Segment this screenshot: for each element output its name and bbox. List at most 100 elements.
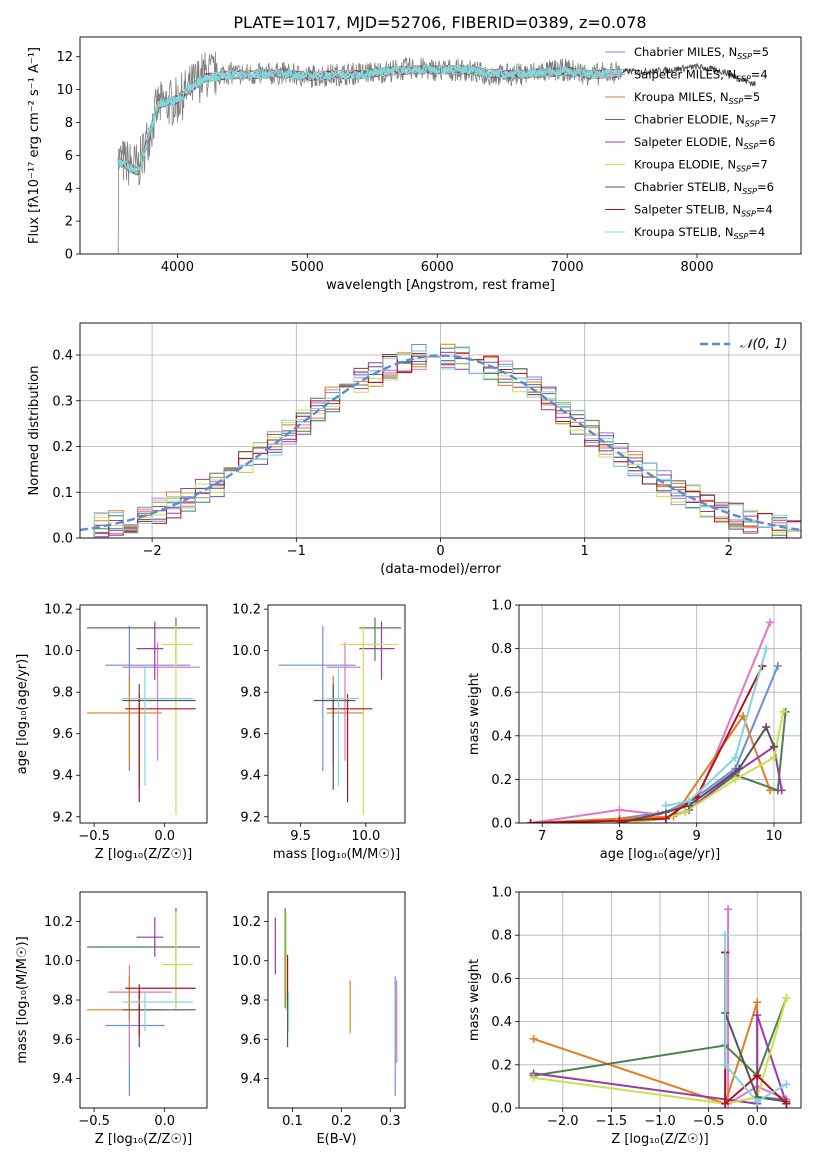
y-tick-label: 9.8 xyxy=(52,686,73,701)
weight-line xyxy=(619,724,775,823)
weight-marker xyxy=(615,805,624,814)
y-tick-label: 0.8 xyxy=(491,642,512,657)
spectrum-plot-area xyxy=(117,51,756,254)
x-tick-label: −0.5 xyxy=(78,829,110,844)
weight-marker xyxy=(782,1099,791,1108)
y-tick-label: 9.4 xyxy=(240,1072,261,1087)
weight-marker xyxy=(779,707,788,716)
axes-frame xyxy=(79,322,802,539)
x-tick-label: 10.0 xyxy=(351,829,380,844)
y-axis-label: Flux [fλ10⁻¹⁷ erg cm⁻² s⁻¹ A⁻¹] xyxy=(27,47,42,244)
legend-label: Salpeter ELODIE, NSSP=6 xyxy=(634,135,775,151)
weight-line xyxy=(533,997,788,1105)
y-axis-label: mass weight xyxy=(467,959,482,1041)
axes-frame xyxy=(518,891,802,1109)
x-tick-label: 8000 xyxy=(681,260,714,275)
x-tick-label: 4000 xyxy=(161,260,194,275)
weight-marker xyxy=(762,644,771,653)
legend-label: 𝒩(0, 1) xyxy=(740,337,787,352)
y-tick-label: 0 xyxy=(65,248,73,263)
x-axis-label: mass [log₁₀(M/M☉)] xyxy=(273,847,400,862)
spectrum-model-line xyxy=(117,63,623,175)
weight-marker xyxy=(753,1071,762,1080)
weight-line xyxy=(724,935,787,1103)
x-tick-label: 6000 xyxy=(421,260,454,275)
weight-marker xyxy=(526,819,535,823)
weight-marker xyxy=(769,753,778,762)
weight-marker xyxy=(661,814,670,823)
histogram-step xyxy=(80,347,801,538)
legend-label: Chabrier STELIB, NSSP=6 xyxy=(634,180,774,196)
weight-marker xyxy=(769,742,778,751)
y-tick-label: 0.2 xyxy=(491,1058,512,1073)
x-tick-label: 0 xyxy=(436,544,444,559)
y-tick-label: 0.0 xyxy=(491,817,512,832)
x-tick-label: −2.0 xyxy=(547,1114,579,1129)
chart-title: PLATE=1017, MJD=52706, FIBERID=0389, z=0… xyxy=(233,13,646,32)
x-axis-label: E(B-V) xyxy=(316,1132,356,1147)
x-tick-label: 0.0 xyxy=(154,829,175,844)
y-tick-label: 9.2 xyxy=(52,810,73,825)
y-tick-label: 12 xyxy=(56,50,73,65)
mass-vs-ebv-plot-area xyxy=(274,907,398,1097)
x-tick-label: 0.1 xyxy=(282,1114,303,1129)
y-tick-label: 10.0 xyxy=(44,954,73,969)
y-tick-label: 0.3 xyxy=(52,394,73,409)
y-tick-label: 0.4 xyxy=(52,349,73,364)
x-tick-label: 0.0 xyxy=(154,1114,175,1129)
x-tick-label: 10 xyxy=(766,829,783,844)
histogram-step xyxy=(80,351,801,538)
x-tick-label: −0.5 xyxy=(78,1114,110,1129)
y-tick-label: 2 xyxy=(65,215,73,230)
weight-line xyxy=(533,997,788,1078)
x-axis-label: wavelength [Angstrom, rest frame] xyxy=(326,278,555,293)
axes-frame xyxy=(267,604,406,824)
spectrum-legend: Chabrier MILES, NSSP=5 Salpeter MILES, NS… xyxy=(605,45,776,241)
y-tick-label: 0.4 xyxy=(491,1015,512,1030)
y-tick-label: 0.2 xyxy=(52,440,73,455)
age-vs-mass-plot-area xyxy=(278,617,402,815)
weight-line xyxy=(530,665,764,823)
spectrum-model-line xyxy=(119,65,622,173)
x-tick-label: 0.3 xyxy=(380,1114,401,1129)
x-tick-label: 0.2 xyxy=(331,1114,352,1129)
y-tick-label: 8 xyxy=(65,116,73,131)
x-axis-label: age [log₁₀(age/yr)] xyxy=(600,847,721,862)
axes-frame xyxy=(518,604,802,824)
legend-label: Salpeter STELIB, NSSP=4 xyxy=(634,203,773,219)
axes-frame xyxy=(79,604,208,824)
y-tick-label: 0.0 xyxy=(491,1102,512,1117)
weight-marker xyxy=(762,723,771,732)
y-axis-label: age [log₁₀(age/yr)] xyxy=(15,654,30,775)
spectrum-model-line xyxy=(120,65,622,170)
weight-marker xyxy=(773,662,782,671)
weight-marker xyxy=(782,1080,791,1089)
weight-marker xyxy=(777,786,786,795)
y-axis-label: mass [log₁₀(M/M☉)] xyxy=(15,936,30,1063)
x-tick-label: 9.5 xyxy=(290,829,311,844)
weight-line xyxy=(665,648,768,807)
legend-label: Kroupa MILES, NSSP=5 xyxy=(634,90,760,106)
x-tick-label: −2 xyxy=(143,544,162,559)
x-tick-label: 7000 xyxy=(551,260,584,275)
legend-label: Salpeter MILES, NSSP=4 xyxy=(634,68,768,84)
y-tick-label: 1.0 xyxy=(491,886,512,901)
y-tick-label: 0.2 xyxy=(491,773,512,788)
y-tick-label: 0.1 xyxy=(52,486,73,501)
weight-line xyxy=(619,745,783,823)
y-tick-label: 9.6 xyxy=(52,1033,73,1048)
legend-label: Chabrier ELODIE, NSSP=7 xyxy=(634,113,776,129)
age-vs-mass-panel: 9.5 10.0 9.2 9.4 9.6 9.8 10.0 10.2 mass [log₁₀(M… xyxy=(232,603,406,862)
weight-marker xyxy=(735,764,744,773)
x-tick-label: 8 xyxy=(615,829,623,844)
weight-marker xyxy=(721,1060,730,1069)
residuals-plot-area xyxy=(80,343,801,538)
weight-vs-Z-panel: −2.0 −1.5 −1.0 −0.5 0.0 0.0 0.2 0.4 0.6 0.8 1.0 Z [… xyxy=(467,886,802,1147)
y-tick-label: 9.6 xyxy=(240,727,261,742)
gaussian-curve xyxy=(80,354,801,532)
y-tick-label: 6 xyxy=(65,149,73,164)
weight-line xyxy=(619,711,787,823)
x-tick-label: −1.0 xyxy=(644,1114,676,1129)
weight-marker xyxy=(753,1011,762,1020)
weight-marker xyxy=(753,1097,762,1106)
